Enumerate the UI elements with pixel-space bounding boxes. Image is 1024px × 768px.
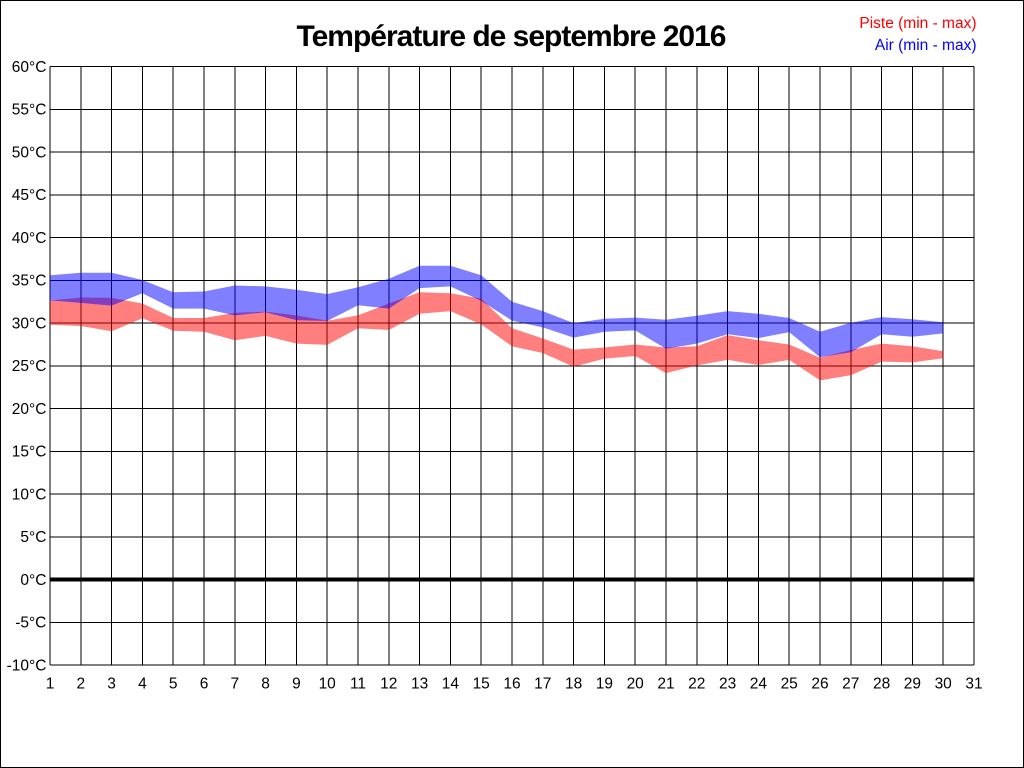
svg-text:9: 9 [292,676,301,693]
svg-text:20: 20 [627,676,645,693]
svg-text:30°C: 30°C [12,315,47,332]
svg-text:26: 26 [811,676,828,693]
svg-text:5: 5 [169,676,178,693]
svg-text:-5°C: -5°C [15,615,46,632]
svg-text:10: 10 [319,676,337,693]
svg-text:8: 8 [261,676,270,693]
svg-text:16: 16 [503,676,520,693]
svg-text:45°C: 45°C [12,187,47,204]
svg-text:22: 22 [688,676,705,693]
svg-text:5°C: 5°C [20,529,46,546]
svg-text:Température de septembre 2016: Température de septembre 2016 [297,20,726,53]
svg-text:19: 19 [596,676,613,693]
svg-text:15: 15 [473,676,490,693]
svg-text:24: 24 [750,676,768,693]
svg-text:Piste (min - max): Piste (min - max) [859,15,976,32]
svg-text:20°C: 20°C [12,401,47,418]
svg-text:27: 27 [842,676,859,693]
svg-text:18: 18 [565,676,582,693]
svg-text:55°C: 55°C [12,102,47,119]
svg-text:31: 31 [965,676,982,693]
svg-text:50°C: 50°C [12,145,47,162]
svg-text:3: 3 [107,676,116,693]
svg-text:2: 2 [76,676,85,693]
svg-text:23: 23 [719,676,736,693]
svg-text:11: 11 [350,676,366,693]
svg-text:0°C: 0°C [20,572,46,589]
svg-text:60°C: 60°C [12,59,47,76]
svg-text:4: 4 [138,676,147,693]
svg-text:40°C: 40°C [12,230,47,247]
svg-text:30: 30 [935,676,953,693]
svg-text:25: 25 [781,676,798,693]
svg-text:17: 17 [534,676,551,693]
svg-text:12: 12 [380,676,397,693]
svg-text:21: 21 [657,676,674,693]
svg-text:1: 1 [46,676,55,693]
svg-text:10°C: 10°C [12,486,47,503]
svg-text:25°C: 25°C [12,358,47,375]
svg-text:6: 6 [200,676,209,693]
svg-text:28: 28 [873,676,890,693]
svg-text:15°C: 15°C [12,444,47,461]
svg-text:35°C: 35°C [12,273,47,290]
svg-text:13: 13 [411,676,428,693]
svg-text:29: 29 [904,676,921,693]
svg-text:7: 7 [230,676,239,693]
svg-text:Air (min - max): Air (min - max) [875,37,977,54]
svg-text:-10°C: -10°C [7,657,47,674]
svg-text:14: 14 [442,676,460,693]
